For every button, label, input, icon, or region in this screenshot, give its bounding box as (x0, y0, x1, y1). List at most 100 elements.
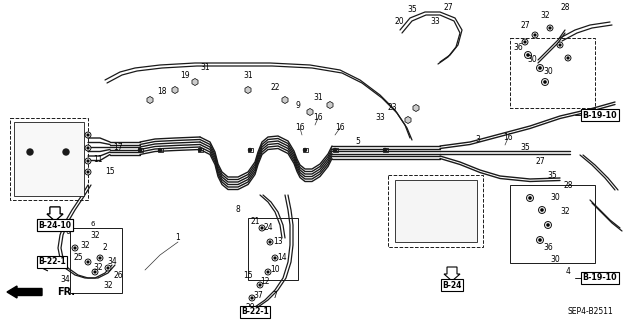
Text: 16: 16 (313, 114, 323, 123)
FancyArrow shape (7, 286, 42, 298)
Text: 6: 6 (65, 228, 70, 236)
Polygon shape (172, 86, 178, 93)
Text: 11: 11 (93, 156, 103, 164)
Text: 8: 8 (236, 205, 241, 214)
Text: 31: 31 (200, 63, 210, 73)
Text: 29: 29 (245, 303, 255, 313)
Text: 9: 9 (296, 100, 300, 109)
Text: B-24: B-24 (442, 281, 461, 290)
Polygon shape (405, 116, 411, 124)
Text: 34: 34 (107, 258, 117, 267)
Text: 30: 30 (550, 194, 560, 203)
Circle shape (567, 57, 569, 59)
Text: 34: 34 (60, 276, 70, 284)
Text: 32: 32 (80, 241, 90, 250)
Circle shape (532, 32, 538, 38)
Polygon shape (245, 86, 251, 93)
Polygon shape (47, 207, 63, 221)
Circle shape (259, 225, 265, 231)
Text: 33: 33 (430, 18, 440, 27)
Text: 30: 30 (543, 68, 553, 76)
Text: 16: 16 (503, 133, 513, 142)
Circle shape (557, 42, 563, 48)
Circle shape (251, 297, 253, 299)
Circle shape (525, 52, 531, 59)
Text: 26: 26 (113, 270, 123, 279)
Text: 13: 13 (273, 237, 283, 246)
Circle shape (527, 195, 534, 202)
Polygon shape (444, 267, 460, 281)
Text: 2: 2 (102, 244, 108, 252)
Text: 1: 1 (175, 234, 180, 243)
Text: 31: 31 (243, 71, 253, 81)
Text: 6: 6 (91, 221, 95, 227)
Text: 27: 27 (535, 157, 545, 166)
Text: 19: 19 (180, 71, 190, 81)
Circle shape (565, 55, 571, 61)
Polygon shape (192, 78, 198, 85)
Text: 28: 28 (563, 180, 573, 189)
Circle shape (539, 67, 541, 69)
Circle shape (105, 265, 111, 271)
Circle shape (303, 148, 307, 151)
Polygon shape (282, 97, 288, 103)
Text: 24: 24 (263, 223, 273, 233)
Text: 10: 10 (270, 266, 280, 275)
Text: 35: 35 (407, 5, 417, 14)
Circle shape (99, 257, 101, 259)
Bar (303, 148, 307, 152)
Circle shape (249, 295, 255, 301)
Circle shape (85, 158, 91, 164)
Text: 32: 32 (103, 281, 113, 290)
Bar (395, 180, 477, 242)
Bar (510, 185, 595, 263)
Bar (14, 122, 84, 196)
Text: 16: 16 (335, 124, 345, 132)
Bar (70, 228, 122, 293)
Circle shape (527, 53, 529, 56)
Text: 15: 15 (243, 270, 253, 279)
Text: 12: 12 (260, 277, 269, 286)
Circle shape (333, 148, 337, 151)
Text: 36: 36 (513, 44, 523, 52)
Text: SEP4-B2511: SEP4-B2511 (567, 308, 613, 316)
Text: 17: 17 (113, 143, 123, 153)
Text: 32: 32 (560, 207, 570, 217)
Circle shape (541, 209, 543, 212)
Text: 18: 18 (157, 87, 167, 97)
Circle shape (536, 236, 543, 244)
Circle shape (85, 259, 91, 265)
Text: B-19-10: B-19-10 (582, 274, 618, 283)
Circle shape (547, 25, 553, 31)
Circle shape (63, 149, 69, 155)
Text: 32: 32 (93, 263, 103, 273)
Text: 32: 32 (90, 230, 100, 239)
Bar (248, 218, 298, 280)
Circle shape (272, 255, 278, 261)
Text: 22: 22 (270, 84, 280, 92)
Circle shape (92, 269, 98, 275)
Text: 25: 25 (73, 253, 83, 262)
Circle shape (87, 171, 89, 173)
Text: B-22-1: B-22-1 (241, 308, 269, 316)
Text: 28: 28 (560, 4, 570, 12)
Circle shape (267, 271, 269, 273)
Bar (333, 148, 337, 152)
Circle shape (87, 147, 89, 149)
Circle shape (524, 41, 526, 43)
Text: 14: 14 (277, 253, 287, 262)
Bar (383, 148, 387, 152)
Text: B-22-1: B-22-1 (38, 258, 66, 267)
Text: 31: 31 (313, 93, 323, 102)
Circle shape (269, 241, 271, 243)
Text: 32: 32 (540, 11, 550, 20)
Circle shape (138, 148, 141, 151)
Bar (198, 148, 202, 152)
Circle shape (257, 282, 263, 288)
Text: 33: 33 (375, 114, 385, 123)
Circle shape (87, 261, 89, 263)
Text: 23: 23 (387, 103, 397, 113)
Circle shape (559, 44, 561, 46)
Bar (157, 148, 163, 152)
Circle shape (97, 255, 103, 261)
